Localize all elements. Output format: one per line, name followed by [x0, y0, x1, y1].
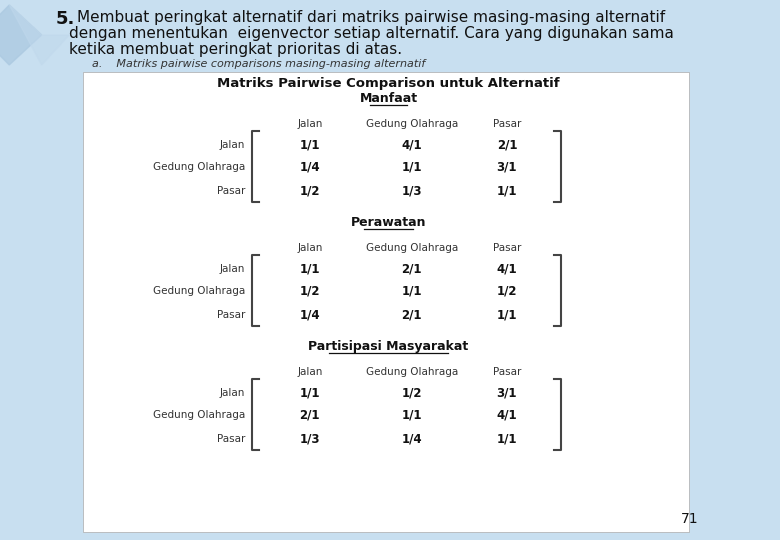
Text: 1/2: 1/2 [300, 285, 320, 298]
Text: Jalan: Jalan [220, 388, 245, 397]
Text: 1/1: 1/1 [300, 262, 320, 275]
Text: 4/1: 4/1 [497, 409, 517, 422]
Text: 2/1: 2/1 [402, 308, 422, 321]
Text: Pasar: Pasar [217, 434, 245, 443]
Text: Pasar: Pasar [493, 367, 521, 377]
Text: 1/2: 1/2 [497, 285, 517, 298]
Text: 1/1: 1/1 [402, 409, 422, 422]
Text: ketika membuat peringkat prioritas di atas.: ketika membuat peringkat prioritas di at… [69, 42, 402, 57]
Text: 4/1: 4/1 [497, 262, 517, 275]
Text: 1/1: 1/1 [402, 161, 422, 174]
Text: a.    Matriks pairwise comparisons masing-masing alternatif: a. Matriks pairwise comparisons masing-m… [93, 59, 426, 69]
Text: Pasar: Pasar [493, 119, 521, 129]
Text: Jalan: Jalan [297, 367, 323, 377]
Text: Gedung Olahraga: Gedung Olahraga [153, 163, 245, 172]
Text: Jalan: Jalan [297, 119, 323, 129]
Text: 1/1: 1/1 [300, 386, 320, 399]
Text: 3/1: 3/1 [497, 161, 517, 174]
Text: 1/1: 1/1 [497, 432, 517, 445]
Text: Perawatan: Perawatan [351, 216, 426, 229]
Text: 4/1: 4/1 [402, 138, 422, 151]
Text: 2/1: 2/1 [300, 409, 320, 422]
Text: 1/1: 1/1 [497, 184, 517, 197]
Text: Partisipasi Masyarakat: Partisipasi Masyarakat [308, 340, 469, 353]
Polygon shape [9, 5, 69, 65]
Text: Pasar: Pasar [217, 309, 245, 320]
Text: 2/1: 2/1 [402, 262, 422, 275]
Polygon shape [0, 5, 41, 65]
Text: Membuat peringkat alternatif dari matriks pairwise masing-masing alternatif: Membuat peringkat alternatif dari matrik… [76, 10, 665, 25]
Text: 1/4: 1/4 [300, 161, 320, 174]
Text: Jalan: Jalan [220, 264, 245, 273]
Text: Pasar: Pasar [217, 186, 245, 195]
Text: Gedung Olahraga: Gedung Olahraga [153, 410, 245, 421]
Text: Gedung Olahraga: Gedung Olahraga [366, 119, 458, 129]
Text: Jalan: Jalan [297, 243, 323, 253]
Text: 2/1: 2/1 [497, 138, 517, 151]
Text: 3/1: 3/1 [497, 386, 517, 399]
Text: 1/1: 1/1 [300, 138, 320, 151]
Text: 5.: 5. [55, 10, 75, 28]
Text: 1/4: 1/4 [402, 432, 422, 445]
Text: Gedung Olahraga: Gedung Olahraga [366, 367, 458, 377]
Text: 1/3: 1/3 [300, 432, 320, 445]
Text: 1/2: 1/2 [300, 184, 320, 197]
Text: 1/2: 1/2 [402, 386, 422, 399]
Text: Matriks Pairwise Comparison untuk Alternatif: Matriks Pairwise Comparison untuk Altern… [217, 77, 560, 90]
Text: 1/4: 1/4 [300, 308, 320, 321]
Text: Manfaat: Manfaat [360, 92, 417, 105]
Text: Pasar: Pasar [493, 243, 521, 253]
Text: Gedung Olahraga: Gedung Olahraga [366, 243, 458, 253]
Text: Gedung Olahraga: Gedung Olahraga [153, 287, 245, 296]
Text: dengan menentukan  eigenvector setiap alternatif. Cara yang digunakan sama: dengan menentukan eigenvector setiap alt… [69, 26, 674, 41]
Text: 1/1: 1/1 [497, 308, 517, 321]
Text: 1/3: 1/3 [402, 184, 422, 197]
Text: 1/1: 1/1 [402, 285, 422, 298]
Text: Jalan: Jalan [220, 139, 245, 150]
FancyBboxPatch shape [83, 72, 689, 532]
Text: 71: 71 [681, 512, 698, 526]
